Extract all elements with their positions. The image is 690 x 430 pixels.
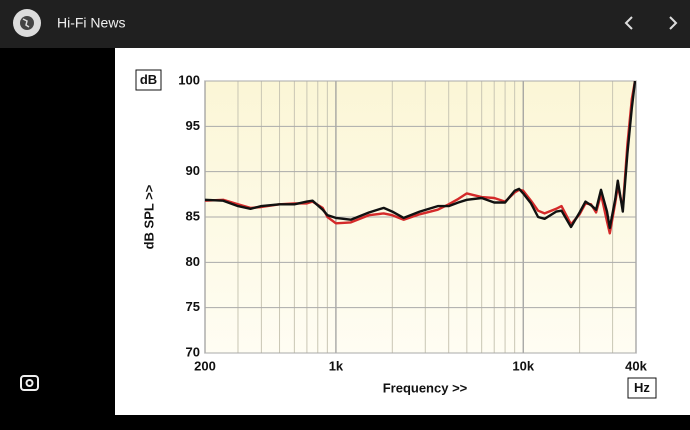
y-tick-label: 95 (186, 118, 200, 133)
x-tick-label: 40k (625, 358, 647, 373)
site-icon[interactable] (13, 9, 41, 37)
y-unit-box (135, 69, 162, 91)
top-bar (0, 0, 690, 48)
x-unit-box (627, 377, 657, 399)
y-tick-label: 70 (186, 344, 200, 359)
y-tick-label: 100 (178, 72, 200, 87)
y-tick-label: 75 (186, 299, 200, 314)
lines (205, 81, 636, 235)
viewer-title: Hi-Fi News (57, 15, 125, 31)
x-tick-label: 200 (194, 358, 216, 373)
lens-icon[interactable] (20, 375, 39, 391)
y-unit: dB (140, 72, 157, 87)
x-unit: Hz (634, 380, 650, 395)
y-axis-label: dB SPL >> (141, 184, 156, 249)
next-button[interactable] (669, 16, 678, 30)
x-tick-label: 10k (512, 358, 534, 373)
y-tick-label: 80 (186, 254, 200, 269)
y-tick-label: 90 (186, 163, 200, 178)
x-axis-label: Frequency >> (383, 380, 468, 395)
x-tick-label: 1k (329, 358, 344, 373)
prev-button[interactable] (624, 16, 633, 30)
response-line (205, 81, 636, 230)
labels: 200 1k 10k 40k 70 75 80 85 90 95 100 (178, 72, 647, 373)
y-tick-label: 85 (186, 208, 200, 223)
